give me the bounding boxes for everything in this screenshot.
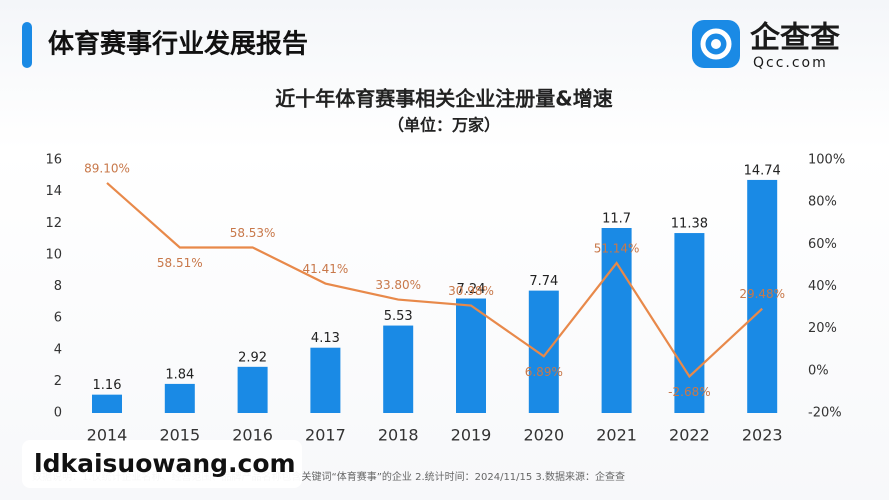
bar-value-label: 4.13 <box>311 331 340 346</box>
header-title: 体育赛事行业发展报告 <box>48 29 308 60</box>
line-value-label: 6.89% <box>525 365 563 379</box>
y-tick-label: 2 <box>54 374 62 389</box>
x-tick-label: 2022 <box>669 426 710 445</box>
x-tick-label: 2020 <box>523 426 564 445</box>
line-value-label: 30.98% <box>448 284 494 298</box>
bar <box>456 298 486 413</box>
y-tick-label: 4 <box>54 342 62 357</box>
y2-tick-label: 60% <box>808 237 837 252</box>
y2-tick-label: -20% <box>808 406 842 421</box>
line-value-label: 58.53% <box>230 226 276 240</box>
x-tick-label: 2017 <box>305 426 346 445</box>
bar <box>747 179 778 413</box>
logo-icon-dot <box>711 39 721 49</box>
logo-icon-ring <box>700 28 732 60</box>
watermark-box <box>22 440 302 488</box>
y2-tick-label: 80% <box>808 195 837 210</box>
y2-tick-label: 40% <box>808 279 837 294</box>
x-tick-label: 2023 <box>742 426 783 445</box>
line-value-label: 58.51% <box>157 256 203 270</box>
bar-value-label: 7.24 <box>457 282 486 297</box>
bar <box>310 347 341 413</box>
bar-value-label: 1.16 <box>93 378 122 393</box>
bar-value-label: 14.74 <box>744 163 781 178</box>
x-tick-label: 2021 <box>596 426 637 445</box>
line-value-label: 33.80% <box>375 278 421 292</box>
y2-tick-label: 100% <box>808 153 845 168</box>
bar-value-label: 7.74 <box>529 274 558 289</box>
y-tick-label: 16 <box>45 153 62 168</box>
x-tick-label: 2016 <box>232 426 273 445</box>
bar <box>237 366 268 413</box>
watermark: ldkaisuowang.com <box>34 449 296 478</box>
bar <box>92 394 122 413</box>
bar-value-label: 1.84 <box>165 367 194 382</box>
y-tick-label: 10 <box>45 247 62 262</box>
x-tick-label: 2019 <box>451 426 492 445</box>
logo-domain: Qcc.com <box>753 55 828 71</box>
line <box>106 182 763 379</box>
line-value-label: 41.41% <box>303 262 349 276</box>
y-tick-label: 0 <box>54 406 62 421</box>
logo-name: 企查查 <box>750 21 840 56</box>
line-value-label: 89.10% <box>84 161 130 175</box>
bar <box>164 383 195 413</box>
header-accent <box>22 22 32 68</box>
chart-subtitle: （单位：万家） <box>388 116 500 135</box>
line-value-label: 29.48% <box>739 287 785 301</box>
y2-tick-label: 20% <box>808 321 837 336</box>
y-tick-label: 14 <box>45 184 62 199</box>
line-value-label: 51.14% <box>594 242 640 256</box>
bar <box>383 325 414 413</box>
y-tick-label: 12 <box>45 216 62 231</box>
bar <box>674 233 705 413</box>
bar-value-label: 2.92 <box>238 350 267 365</box>
y2-tick-label: 0% <box>808 363 829 378</box>
bar <box>601 227 632 413</box>
bar-value-label: 11.7 <box>602 211 631 226</box>
x-tick-label: 2014 <box>87 426 128 445</box>
chart-title: 近十年体育赛事相关企业注册量&增速 <box>275 87 612 111</box>
bar-value-label: 5.53 <box>384 309 413 324</box>
x-tick-label: 2015 <box>159 426 200 445</box>
y-tick-label: 8 <box>54 279 62 294</box>
x-tick-label: 2018 <box>378 426 419 445</box>
y-tick-label: 6 <box>54 311 62 326</box>
line-value-label: -2.68% <box>668 385 710 399</box>
bar-value-label: 11.38 <box>671 217 708 232</box>
bar <box>528 290 559 413</box>
